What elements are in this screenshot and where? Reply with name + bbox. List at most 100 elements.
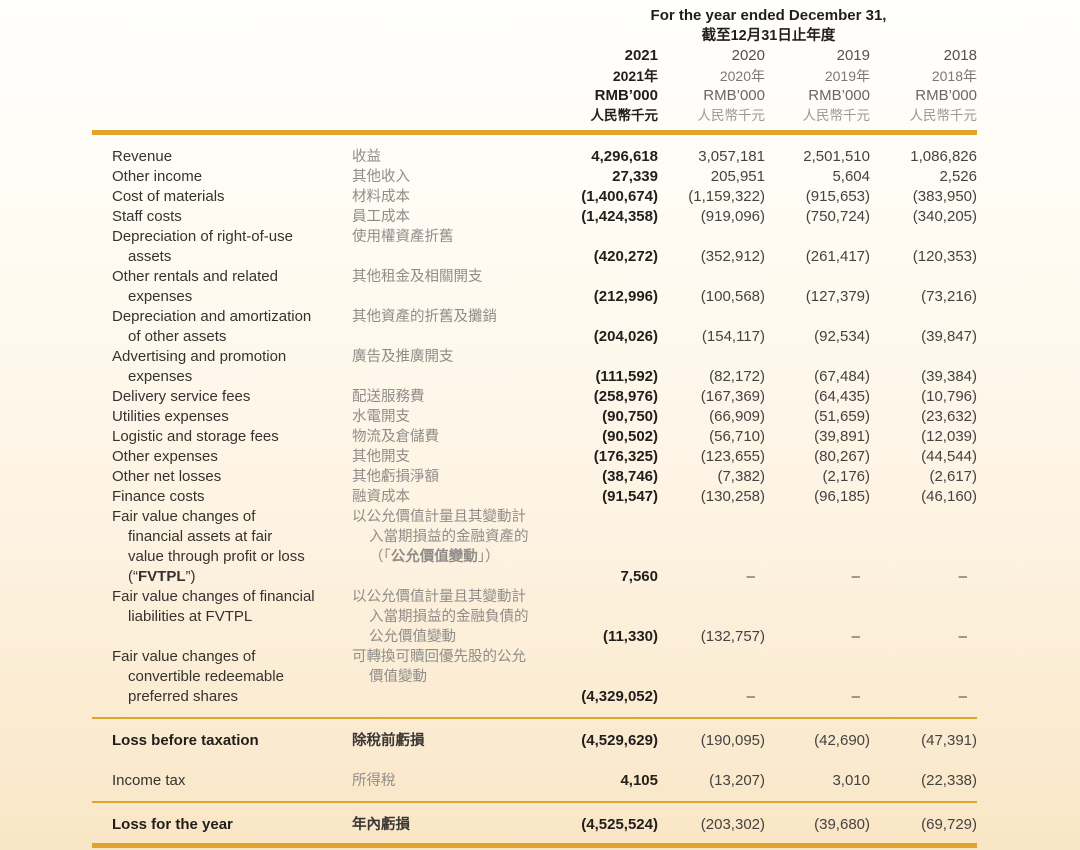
year-label: 2019 [836, 47, 870, 64]
row-label-en: Depreciation of right-of-use assets [112, 228, 293, 265]
row-label-en: Finance costs [112, 488, 205, 505]
value-2018: (39,384) [921, 368, 977, 385]
table-row: Other expenses 其他開支 (176,325) (123,655) … [92, 447, 977, 467]
row-label-zh: 所得稅 [352, 773, 396, 789]
value-2018: – [958, 568, 967, 585]
value-2021: (212,996) [593, 288, 658, 305]
period-title-zh: 截至12月31日止年度 [701, 28, 836, 44]
value-2019: (39,680) [814, 816, 870, 833]
currency-unit: RMB’000 [808, 87, 870, 104]
value-2018: 2,526 [939, 168, 977, 185]
row-label-zh: 其他開支 [352, 449, 410, 465]
row-label-en: Fair value changes of financial assets a… [112, 508, 305, 585]
financial-summary-table: For the year ended December 31, 截至12月31日… [92, 0, 977, 848]
value-2021: (4,525,524) [581, 816, 658, 833]
row-label-en: Fair value changes of convertible redeem… [112, 648, 284, 705]
value-2018: (73,216) [921, 288, 977, 305]
table-row: Fair value changes of convertible redeem… [92, 647, 977, 707]
value-2020: (130,258) [700, 488, 765, 505]
value-2019: (42,690) [814, 732, 870, 749]
value-2018: (120,353) [912, 248, 977, 265]
row-label-zh: 可轉換可贖回優先股的公允 價值變動 [352, 649, 526, 685]
value-2019: (127,379) [805, 288, 870, 305]
value-2019: (261,417) [805, 248, 870, 265]
value-2021: (176,325) [593, 448, 658, 465]
value-2018: (46,160) [921, 488, 977, 505]
row-label-zh: 其他資產的折舊及攤銷 [352, 309, 497, 325]
row-label-en: Other rentals and related expenses [112, 268, 278, 305]
column-header-2020: 2020 2020年 RMB’000 人民幣千元 [658, 46, 766, 126]
value-2018: – [958, 628, 967, 645]
value-2020: (66,909) [709, 408, 765, 425]
value-2021: (90,502) [602, 428, 658, 445]
year-label-zh: 2021年 [612, 68, 658, 84]
value-2019: (51,659) [814, 408, 870, 425]
column-header-2021: 2021 2021年 RMB’000 人民幣千元 [560, 46, 659, 126]
table-rule-top [92, 130, 977, 135]
table-header: For the year ended December 31, 截至12月31日… [92, 0, 978, 126]
row-label-zh: 其他租金及相關開支 [352, 269, 483, 285]
table-row: Loss for the year 年內虧損 (4,525,524) (203,… [92, 803, 977, 843]
year-label: 2020 [731, 47, 765, 64]
year-label-zh: 2018年 [931, 68, 977, 84]
value-2018: (340,205) [912, 208, 977, 225]
column-header-2018: 2018 2018年 RMB’000 人民幣千元 [870, 46, 978, 126]
value-2020: (82,172) [709, 368, 765, 385]
row-label-en: Loss for the year [112, 816, 233, 833]
value-2021: (38,746) [602, 468, 658, 485]
value-2020: (352,912) [700, 248, 765, 265]
value-2021: 7,560 [620, 568, 658, 585]
value-2021: (4,329,052) [581, 688, 658, 705]
currency-unit: RMB’000 [703, 87, 765, 104]
table-row: Fair value changes of financial assets a… [92, 507, 977, 587]
currency-unit-zh: 人民幣千元 [909, 108, 978, 123]
row-label-zh: 物流及倉儲費 [352, 429, 439, 445]
value-2021: (91,547) [602, 488, 658, 505]
row-label-zh: 其他收入 [352, 169, 410, 185]
table-row: Logistic and storage fees 物流及倉儲費 (90,502… [92, 427, 977, 447]
row-label-zh: 收益 [352, 149, 381, 165]
table-row: Revenue 收益 4,296,618 3,057,181 2,501,510… [92, 147, 977, 167]
row-label-en: Income tax [112, 772, 186, 789]
value-2021: (11,330) [602, 628, 658, 645]
value-2020: (190,095) [700, 732, 765, 749]
currency-unit: RMB’000 [915, 87, 977, 104]
loss-before-taxation-section: Loss before taxation 除稅前虧損 (4,529,629) (… [92, 719, 977, 761]
row-label-en: Delivery service fees [112, 388, 251, 405]
value-2021: (1,400,674) [581, 188, 658, 205]
table-row: Staff costs 員工成本 (1,424,358) (919,096) (… [92, 207, 977, 227]
value-2018: (23,632) [921, 408, 977, 425]
currency-unit: RMB’000 [594, 87, 658, 104]
value-2020: (56,710) [709, 428, 765, 445]
value-2020: (154,117) [701, 328, 765, 345]
table-row: Depreciation of right-of-use assets 使用權資… [92, 227, 977, 267]
value-2021: (420,272) [593, 248, 658, 265]
row-label-en: Other income [112, 168, 203, 185]
row-label-en: Fair value changes of financial liabilit… [112, 588, 315, 625]
value-2019: – [851, 688, 860, 705]
value-2019: 3,010 [832, 772, 870, 789]
row-label-en: Staff costs [112, 208, 182, 225]
table-rule-pretotal [92, 801, 977, 803]
value-2019: 5,604 [832, 168, 870, 185]
value-2019: (92,534) [814, 328, 870, 345]
row-label-en: Loss before taxation [112, 732, 259, 749]
value-2019: – [851, 568, 860, 585]
value-2018: (47,391) [921, 732, 977, 749]
year-label-zh: 2019年 [824, 68, 870, 84]
value-2019: – [851, 628, 860, 645]
value-2018: (2,617) [929, 468, 977, 485]
value-2021: (111,592) [595, 368, 658, 385]
table-row: Loss before taxation 除稅前虧損 (4,529,629) (… [92, 719, 977, 761]
value-2018: – [958, 688, 967, 705]
value-2019: (96,185) [814, 488, 870, 505]
value-2020: – [746, 568, 755, 585]
table-row: Fair value changes of financial liabilit… [92, 587, 977, 647]
value-2019: (39,891) [814, 428, 870, 445]
value-2020: (1,159,322) [688, 188, 765, 205]
header-spacer [92, 46, 560, 126]
table-row: Delivery service fees 配送服務費 (258,976) (1… [92, 387, 977, 407]
row-label-en: Cost of materials [112, 188, 225, 205]
table-row: Income tax 所得稅 4,105 (13,207) 3,010 (22,… [92, 761, 977, 801]
value-2019: 2,501,510 [803, 148, 870, 165]
